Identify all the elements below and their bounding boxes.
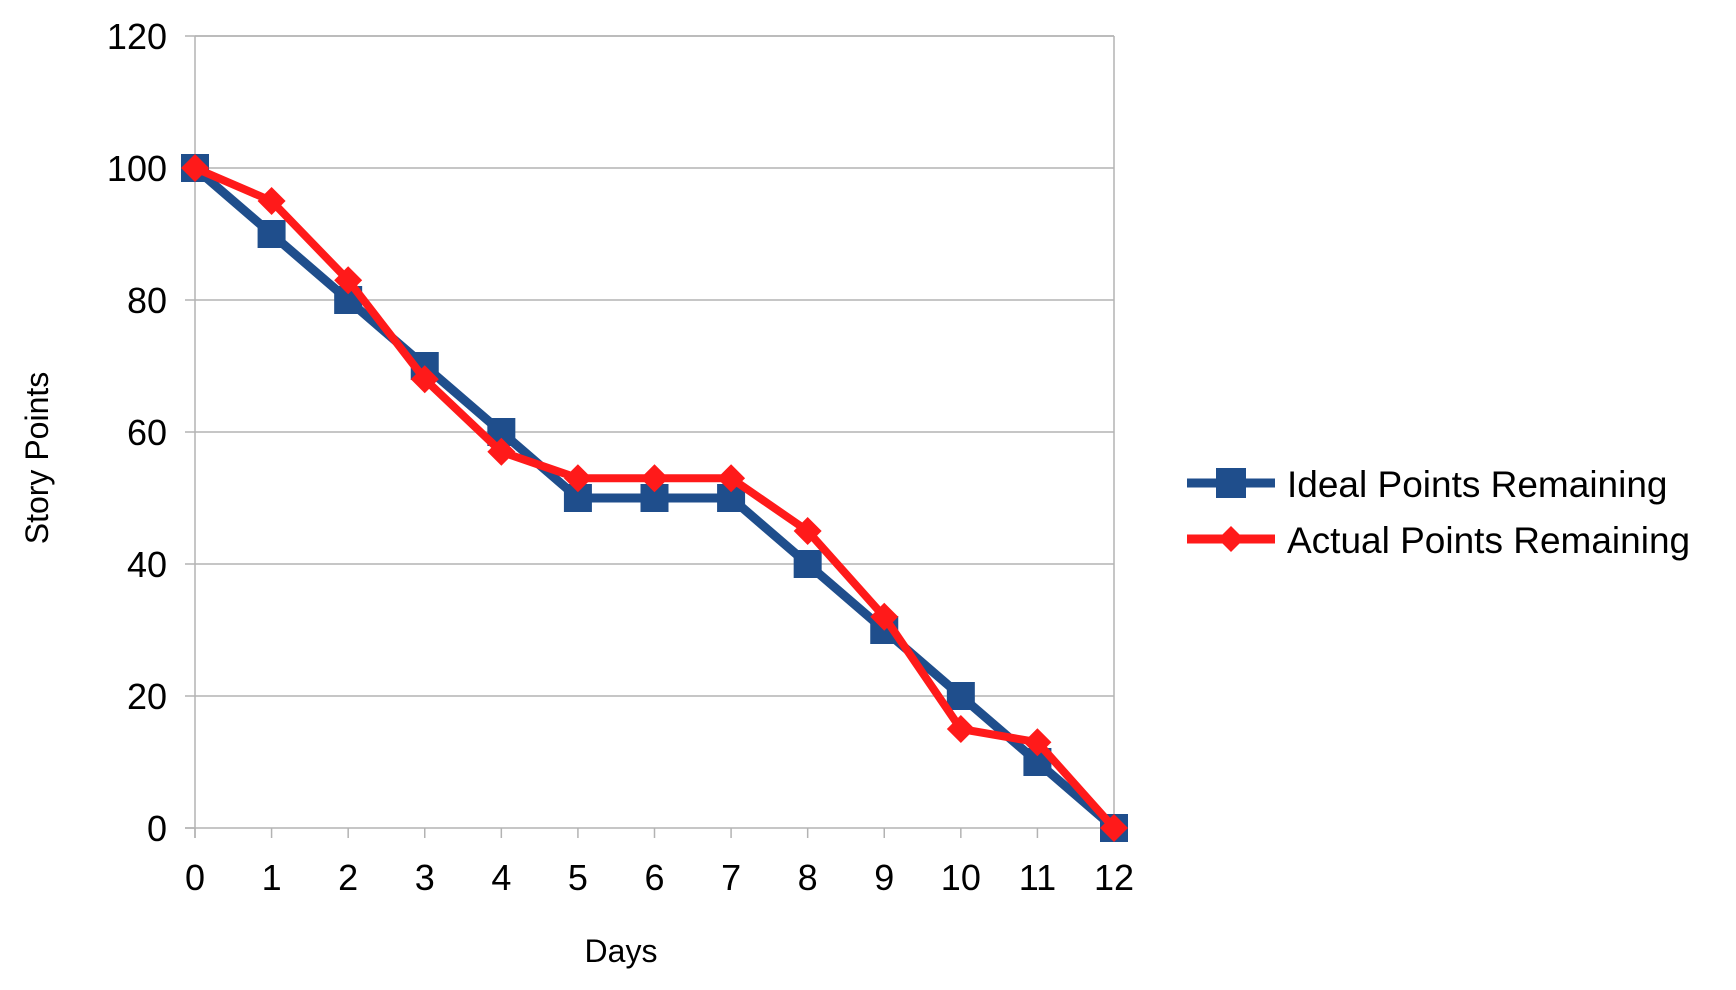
x-tick-label: 8 bbox=[798, 857, 818, 898]
legend-square-marker bbox=[1216, 468, 1246, 498]
x-tick-label: 11 bbox=[1019, 857, 1056, 898]
legend-diamond-marker bbox=[1218, 526, 1244, 552]
y-tick-label: 20 bbox=[127, 676, 167, 717]
x-tick-label: 9 bbox=[874, 857, 894, 898]
y-tick-label: 80 bbox=[127, 280, 167, 321]
data-point-diamond bbox=[487, 437, 516, 466]
data-point-diamond bbox=[946, 715, 975, 743]
data-point-diamond bbox=[410, 365, 439, 394]
legend-item-ideal: Ideal Points Remaining bbox=[1187, 464, 1668, 505]
x-tick-label: 6 bbox=[644, 857, 664, 898]
x-tick-label: 5 bbox=[568, 857, 588, 898]
gridlines bbox=[195, 35, 1114, 697]
data-point-diamond bbox=[717, 464, 746, 493]
series-actual-points bbox=[181, 154, 1128, 842]
data-point-square bbox=[946, 682, 975, 710]
y-tick-label: 0 bbox=[147, 808, 167, 849]
axes bbox=[185, 35, 1115, 838]
data-point-square bbox=[257, 220, 286, 248]
series bbox=[181, 154, 1128, 842]
data-point-diamond bbox=[640, 464, 669, 493]
data-point-diamond bbox=[181, 154, 209, 182]
x-tick-label: 12 bbox=[1094, 857, 1134, 898]
x-tick-labels: 0 1 2 3 4 5 6 7 8 9 10 11 12 bbox=[185, 857, 1134, 898]
x-tick-label: 1 bbox=[262, 857, 282, 898]
data-point-diamond bbox=[563, 464, 592, 493]
data-point-diamond bbox=[1023, 728, 1052, 757]
x-tick-label: 4 bbox=[491, 857, 511, 898]
legend-label-ideal: Ideal Points Remaining bbox=[1287, 464, 1668, 505]
x-tick-label: 10 bbox=[941, 857, 981, 898]
x-axis-title: Days bbox=[585, 933, 658, 969]
y-tick-labels: 0 20 40 60 80 100 120 bbox=[107, 16, 167, 849]
data-point-square bbox=[793, 550, 822, 578]
x-tick-label: 7 bbox=[721, 857, 741, 898]
legend-item-actual: Actual Points Remaining bbox=[1187, 520, 1690, 561]
y-tick-label: 120 bbox=[107, 16, 167, 57]
y-tick-label: 40 bbox=[127, 544, 167, 585]
y-tick-label: 100 bbox=[107, 148, 167, 189]
x-tick-label: 3 bbox=[415, 857, 435, 898]
y-axis-title: Story Points bbox=[19, 372, 55, 545]
data-point-diamond bbox=[1100, 814, 1128, 842]
legend: Ideal Points Remaining Actual Points Rem… bbox=[1187, 464, 1690, 561]
x-tick-label: 2 bbox=[338, 857, 358, 898]
data-point-diamond bbox=[793, 517, 822, 545]
y-tick-label: 60 bbox=[127, 412, 167, 453]
data-point-diamond bbox=[870, 602, 899, 631]
x-tick-label: 0 bbox=[185, 857, 205, 898]
data-point-diamond bbox=[334, 266, 363, 295]
data-point-diamond bbox=[257, 187, 286, 215]
legend-label-actual: Actual Points Remaining bbox=[1287, 520, 1690, 561]
